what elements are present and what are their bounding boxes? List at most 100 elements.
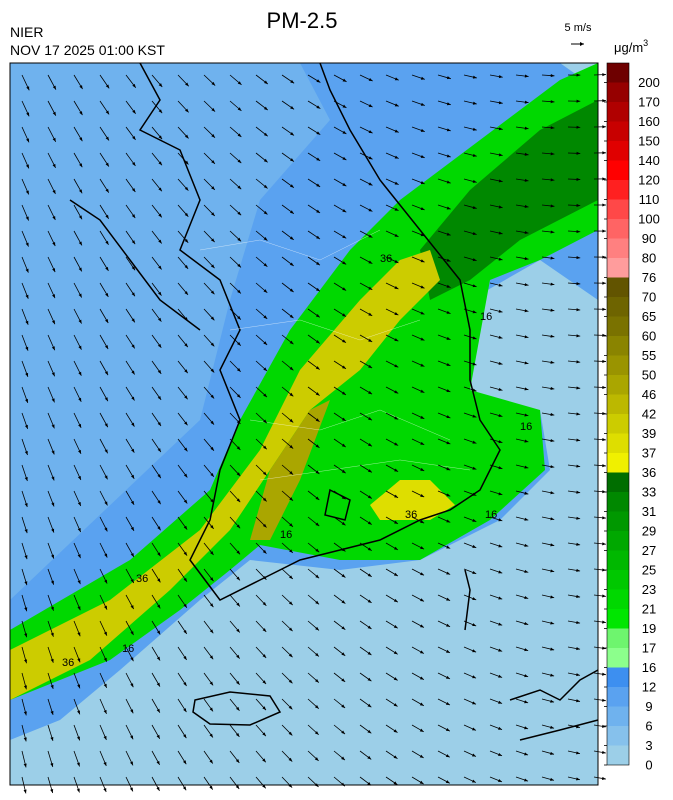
colorbar-label: 42 (642, 407, 656, 422)
colorbar-label: 12 (642, 680, 656, 695)
contour-label: 16 (480, 311, 492, 323)
colorbar-label: 27 (642, 543, 656, 558)
colorbar-label: 90 (642, 231, 656, 246)
colorbar-label: 46 (642, 387, 656, 402)
unit-base: μg/m (614, 40, 643, 55)
colorbar-label: 33 (642, 485, 656, 500)
wind-arrow-head (602, 230, 606, 233)
colorbar-segment (607, 746, 629, 766)
colorbar-segment (607, 453, 629, 473)
colorbar-segment (607, 473, 629, 493)
wind-arrow-head (602, 438, 606, 441)
wind-arrow-head (50, 789, 53, 793)
wind-scale-label: 5 m/s (565, 22, 592, 34)
wind-arrow-head (602, 777, 606, 780)
colorbar-label: 160 (638, 114, 660, 129)
colorbar-segment (607, 629, 629, 649)
colorbar-segment (607, 200, 629, 220)
contour-label: 16 (280, 529, 292, 541)
colorbar-segment (607, 687, 629, 707)
colorbar-label: 76 (642, 270, 656, 285)
colorbar-segment (607, 492, 629, 512)
colorbar-label: 37 (642, 446, 656, 461)
wind-arrow-head (602, 673, 606, 676)
wind-arrow-head (209, 786, 212, 790)
colorbar-segment (607, 395, 629, 415)
wind-arrow-head (602, 203, 606, 206)
colorbar-label: 19 (642, 621, 656, 636)
colorbar-label: 60 (642, 329, 656, 344)
wind-arrow-head (602, 360, 606, 363)
colorbar-segment (607, 141, 629, 161)
colorbar-segment (607, 414, 629, 434)
colorbar-segment (607, 512, 629, 532)
colorbar-segment (607, 317, 629, 337)
wind-arrow-head (602, 699, 606, 702)
colorbar-label: 100 (638, 212, 660, 227)
wind-scale-arrow-head (580, 42, 584, 46)
datetime: NOV 17 2025 01:00 KST (10, 42, 165, 58)
wind-arrow-head (602, 386, 606, 389)
colorbar-segment (607, 551, 629, 571)
contour-label: 36 (380, 253, 392, 265)
colorbar-label: 21 (642, 602, 656, 617)
colorbar-label: 25 (642, 563, 656, 578)
wind-arrow-head (602, 73, 606, 76)
unit: μg/m3 (614, 38, 648, 55)
wind-arrow-head (602, 308, 606, 311)
colorbar-label: 55 (642, 348, 656, 363)
colorbar-segment (607, 570, 629, 590)
wind-arrow-head (602, 125, 606, 128)
colorbar-segment (607, 356, 629, 376)
colorbar-segment (607, 297, 629, 317)
colorbar-segment (607, 590, 629, 610)
colorbar: 0369121617192123252729313336373942465055… (604, 63, 660, 773)
colorbar-label: 36 (642, 465, 656, 480)
colorbar-label: 3 (645, 738, 652, 753)
wind-arrow-head (602, 412, 606, 415)
title: PM-2.5 (267, 8, 338, 33)
agency: NIER (10, 24, 43, 40)
wind-arrow-head (602, 334, 606, 337)
wind-arrow-head (602, 282, 606, 285)
unit-exponent: 3 (643, 38, 648, 48)
contour-label: 36 (136, 573, 148, 585)
colorbar-label: 80 (642, 251, 656, 266)
wind-arrow-head (77, 789, 80, 793)
colorbar-label: 65 (642, 309, 656, 324)
wind-arrow-head (602, 464, 606, 467)
colorbar-segment (607, 258, 629, 278)
wind-arrow-head (602, 751, 606, 754)
colorbar-label: 120 (638, 173, 660, 188)
colorbar-segment (607, 434, 629, 454)
colorbar-segment (607, 278, 629, 298)
colorbar-label: 16 (642, 660, 656, 675)
contour-label: 16 (122, 643, 134, 655)
map: 16 16 16 16 16 36 36 36 36 (10, 63, 606, 793)
colorbar-segment (607, 102, 629, 122)
colorbar-label: 70 (642, 290, 656, 305)
colorbar-label: 17 (642, 641, 656, 656)
contour-label: 36 (405, 509, 417, 521)
colorbar-label: 50 (642, 368, 656, 383)
colorbar-segment (607, 161, 629, 181)
wind-arrow-head (602, 151, 606, 154)
colorbar-label: 9 (645, 699, 652, 714)
colorbar-label: 31 (642, 504, 656, 519)
contour-label: 36 (62, 657, 74, 669)
wind-arrow-head (103, 788, 106, 792)
colorbar-segment (607, 219, 629, 239)
colorbar-segment (607, 707, 629, 727)
colorbar-label: 39 (642, 426, 656, 441)
colorbar-label: 23 (642, 582, 656, 597)
colorbar-segment (607, 726, 629, 746)
colorbar-label: 170 (638, 95, 660, 110)
colorbar-segment (607, 375, 629, 395)
colorbar-segment (607, 609, 629, 629)
contour-label: 16 (520, 421, 532, 433)
colorbar-segment (607, 63, 629, 83)
colorbar-label: 0 (645, 758, 652, 773)
colorbar-segment (607, 648, 629, 668)
colorbar-segment (607, 122, 629, 142)
